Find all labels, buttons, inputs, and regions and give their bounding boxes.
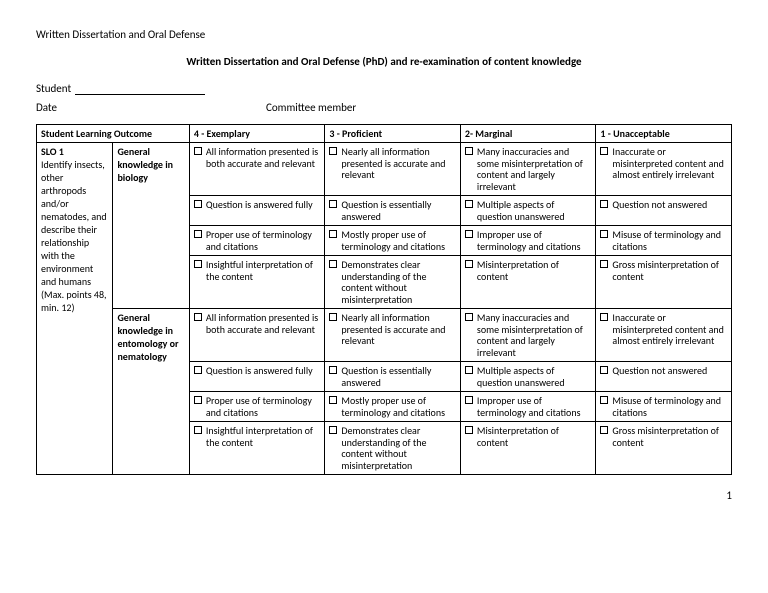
checkbox[interactable]: [329, 396, 337, 404]
checkbox[interactable]: [465, 426, 473, 434]
student-row: Student: [36, 82, 732, 95]
cell-text: Mostly proper use of terminology and cit…: [341, 229, 456, 252]
sub1-cell: General knowledge in biology: [113, 143, 189, 309]
checkbox[interactable]: [329, 426, 337, 434]
header-row: Student Learning Outcome 4 - Exemplary 3…: [37, 125, 732, 143]
cell-text: Multiple aspects of question unanswered: [477, 199, 592, 222]
cell-text: Gross misinterpretation of content: [612, 425, 727, 448]
sub2-label: General knowledge in entomology or nemat…: [117, 311, 184, 363]
checkbox[interactable]: [465, 147, 473, 155]
checkbox[interactable]: [329, 200, 337, 208]
cell-text: Question is answered fully: [206, 199, 321, 211]
checkbox[interactable]: [465, 200, 473, 208]
date-committee-row: Date Committee member: [36, 101, 732, 114]
cell-text: Multiple aspects of question unanswered: [477, 365, 592, 388]
document-title: Written Dissertation and Oral Defense (P…: [36, 55, 732, 68]
checkbox[interactable]: [194, 260, 202, 268]
checkbox[interactable]: [329, 147, 337, 155]
slo1-cell: SLO 1 Identify insects, other arthropods…: [37, 143, 113, 475]
sub2-cell: General knowledge in entomology or nemat…: [113, 309, 189, 475]
date-label: Date: [36, 101, 57, 114]
cell-text: Nearly all information presented is accu…: [341, 312, 456, 347]
student-label: Student: [36, 82, 71, 95]
checkbox[interactable]: [194, 426, 202, 434]
slo1-desc: Identify insects, other arthropods and/o…: [41, 158, 108, 314]
checkbox[interactable]: [600, 260, 608, 268]
cell-text: Many inaccuracies and some misinterpreta…: [477, 146, 592, 192]
col-proficient: 3 - Proficient: [325, 125, 461, 143]
cell-text: Demonstrates clear understanding of the …: [341, 425, 456, 471]
cell-m: Many inaccuracies and some misinterpreta…: [460, 143, 596, 196]
checkbox[interactable]: [465, 260, 473, 268]
checkbox[interactable]: [600, 147, 608, 155]
table-row: SLO 1 Identify insects, other arthropods…: [37, 143, 732, 196]
cell-text: Question is essentially answered: [341, 365, 456, 388]
checkbox[interactable]: [194, 230, 202, 238]
checkbox[interactable]: [329, 366, 337, 374]
checkbox[interactable]: [600, 230, 608, 238]
cell-text: Misuse of terminology and citations: [612, 395, 727, 418]
cell-text: Misuse of terminology and citations: [612, 229, 727, 252]
checkbox[interactable]: [194, 200, 202, 208]
page-header: Written Dissertation and Oral Defense: [36, 28, 732, 41]
checkbox[interactable]: [194, 366, 202, 374]
col-exemplary: 4 - Exemplary: [189, 125, 325, 143]
cell-p: Nearly all information presented is accu…: [325, 143, 461, 196]
page-number: 1: [36, 489, 732, 502]
cell-text: Insightful interpretation of the content: [206, 259, 321, 282]
cell-text: All information presented is both accura…: [206, 146, 321, 169]
checkbox[interactable]: [600, 366, 608, 374]
cell-u: Inaccurate or misinterpreted content and…: [596, 143, 732, 196]
checkbox[interactable]: [194, 313, 202, 321]
cell-text: Gross misinterpretation of content: [612, 259, 727, 282]
cell-text: Improper use of terminology and citation…: [477, 229, 592, 252]
checkbox[interactable]: [194, 147, 202, 155]
checkbox[interactable]: [194, 396, 202, 404]
col-marginal: 2- Marginal: [460, 125, 596, 143]
cell-e: All information presented is both accura…: [189, 143, 325, 196]
checkbox[interactable]: [465, 396, 473, 404]
checkbox[interactable]: [600, 313, 608, 321]
cell-text: Misinterpretation of content: [477, 259, 592, 282]
cell-text: Question is essentially answered: [341, 199, 456, 222]
cell-text: Question not answered: [612, 199, 727, 211]
cell-text: Many inaccuracies and some misinterpreta…: [477, 312, 592, 358]
cell-text: Inaccurate or misinterpreted content and…: [612, 146, 727, 181]
cell-text: Question is answered fully: [206, 365, 321, 377]
cell-text: Insightful interpretation of the content: [206, 425, 321, 448]
cell-text: Inaccurate or misinterpreted content and…: [612, 312, 727, 347]
cell-text: Demonstrates clear understanding of the …: [341, 259, 456, 305]
checkbox[interactable]: [329, 313, 337, 321]
cell-text: Proper use of terminology and citations: [206, 229, 321, 252]
checkbox[interactable]: [600, 426, 608, 434]
checkbox[interactable]: [600, 200, 608, 208]
cell-text: Misinterpretation of content: [477, 425, 592, 448]
table-row: General knowledge in entomology or nemat…: [37, 309, 732, 362]
col-slo: Student Learning Outcome: [37, 125, 190, 143]
checkbox[interactable]: [329, 260, 337, 268]
cell-text: Improper use of terminology and citation…: [477, 395, 592, 418]
cell-text: Proper use of terminology and citations: [206, 395, 321, 418]
checkbox[interactable]: [600, 396, 608, 404]
student-blank[interactable]: [75, 82, 205, 95]
cell-text: Question not answered: [612, 365, 727, 377]
checkbox[interactable]: [465, 230, 473, 238]
rubric-table: Student Learning Outcome 4 - Exemplary 3…: [36, 124, 732, 475]
slo1-code: SLO 1: [41, 145, 108, 158]
checkbox[interactable]: [329, 230, 337, 238]
checkbox[interactable]: [465, 313, 473, 321]
col-unacceptable: 1 - Unacceptable: [596, 125, 732, 143]
cell-text: Mostly proper use of terminology and cit…: [341, 395, 456, 418]
checkbox[interactable]: [465, 366, 473, 374]
sub1-label: General knowledge in biology: [117, 145, 184, 184]
committee-label: Committee member: [266, 101, 356, 114]
cell-text: All information presented is both accura…: [206, 312, 321, 335]
cell-text: Nearly all information presented is accu…: [341, 146, 456, 181]
